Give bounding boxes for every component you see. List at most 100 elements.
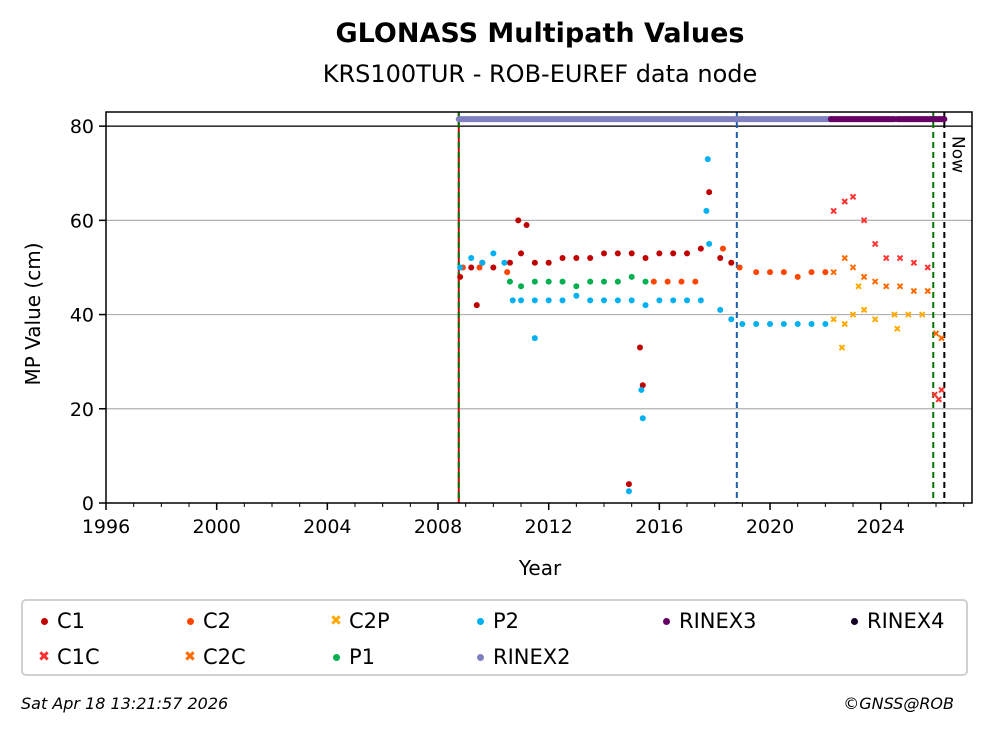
legend-label: C2P (349, 609, 390, 633)
data-point (717, 306, 724, 313)
data-point-stroke (938, 386, 945, 394)
data-point (642, 255, 649, 262)
now-label: Now (947, 136, 967, 173)
data-point (587, 278, 594, 285)
chart-title: GLONASS Multipath Values (335, 18, 744, 49)
data-point-stroke (849, 193, 857, 201)
data-point (894, 325, 901, 332)
legend-marker (37, 614, 51, 628)
legend-label: RINEX2 (493, 645, 571, 669)
data-point (706, 189, 713, 196)
data-point-stroke (849, 311, 857, 318)
legend-marker: ✖ (38, 649, 50, 665)
chart-subtitle: KRS100TUR - ROB-EUREF data node (323, 60, 758, 88)
legend-marker (183, 614, 197, 628)
legend-item-c1: C1 (37, 609, 85, 633)
legend-item-c2c: ✖ C2C (183, 645, 246, 669)
data-point (728, 259, 735, 266)
legend: C1 C2 ✖ C2P P2 RINEX3 RINEX4 ✖ C1C ✖ C2C… (21, 599, 968, 676)
x-tick-label: 2000 (192, 516, 240, 538)
data-point (625, 488, 632, 495)
data-point (523, 222, 530, 229)
data-point-stroke (849, 264, 857, 271)
data-point (860, 217, 868, 224)
data-point-stroke (838, 344, 846, 351)
x-tick-label: 2012 (525, 516, 573, 538)
legend-item-c1c: ✖ C1C (37, 645, 100, 669)
data-point (642, 278, 649, 285)
data-point (468, 264, 475, 271)
data-point (753, 320, 760, 327)
data-point-stroke (918, 311, 926, 318)
x-tick-label: 1996 (82, 516, 130, 538)
data-point-stroke (860, 217, 868, 224)
data-point (639, 415, 646, 422)
data-point (841, 254, 848, 262)
axis-ticks: 0 20 40 60 80 1996 2000 2004 2008 2012 2016 2020 202… (70, 116, 965, 538)
y-tick-label: 80 (70, 116, 94, 138)
data-point (457, 273, 464, 280)
legend-item-rinex4: RINEX4 (847, 609, 945, 633)
data-point (830, 268, 837, 276)
data-point (614, 297, 621, 304)
data-point (587, 255, 594, 262)
data-point (794, 320, 801, 327)
data-point (476, 264, 483, 271)
data-point (639, 382, 646, 389)
data-point (678, 278, 685, 285)
data-point-stroke (871, 240, 879, 248)
data-point-stroke (830, 316, 837, 323)
legend-marker (473, 614, 487, 628)
data-point (559, 255, 566, 262)
data-point (473, 302, 480, 309)
data-point (587, 297, 594, 304)
data-point (559, 297, 566, 304)
series-p2 (457, 156, 829, 495)
legend-label: C2C (203, 645, 246, 669)
legend-label: RINEX4 (867, 609, 945, 633)
data-point (830, 316, 837, 323)
data-point-stroke (910, 287, 918, 295)
data-point (559, 278, 566, 285)
series-c1 (457, 189, 735, 488)
data-point (703, 207, 710, 214)
data-point (614, 250, 621, 257)
data-point (479, 259, 486, 266)
data-point (490, 264, 497, 271)
legend-label: P2 (493, 609, 520, 633)
plot-frame (105, 111, 973, 504)
data-point (636, 344, 643, 351)
data-point (531, 335, 538, 342)
data-point-stroke (860, 273, 868, 281)
x-tick-label: 2016 (635, 516, 683, 538)
data-point-stroke (830, 207, 837, 215)
data-point-stroke (896, 283, 904, 290)
data-point (891, 311, 898, 318)
data-point (935, 396, 943, 403)
data-point (504, 269, 511, 276)
x-axis-label: Year (518, 556, 562, 580)
data-point (692, 278, 699, 285)
data-point (896, 254, 904, 262)
data-point (938, 386, 945, 394)
data-point (932, 330, 940, 337)
footer-timestamp: Sat Apr 18 13:21:57 2026 (21, 694, 229, 713)
gridlines (106, 125, 972, 410)
data-point (767, 320, 774, 327)
data-point (938, 334, 945, 342)
data-point-stroke (905, 311, 912, 318)
data-point (871, 278, 879, 285)
y-tick-label: 0 (82, 493, 94, 515)
data-point-stroke (883, 283, 890, 290)
data-point-stroke (841, 254, 848, 262)
data-point (822, 269, 829, 276)
data-point (531, 297, 538, 304)
data-point (704, 156, 711, 163)
data-point (697, 297, 704, 304)
data-point-stroke (910, 259, 918, 266)
data-point (518, 250, 525, 257)
data-point (860, 273, 868, 281)
data-point (509, 297, 516, 304)
data-point (728, 316, 735, 323)
legend-item-rinex3: RINEX3 (659, 609, 757, 633)
